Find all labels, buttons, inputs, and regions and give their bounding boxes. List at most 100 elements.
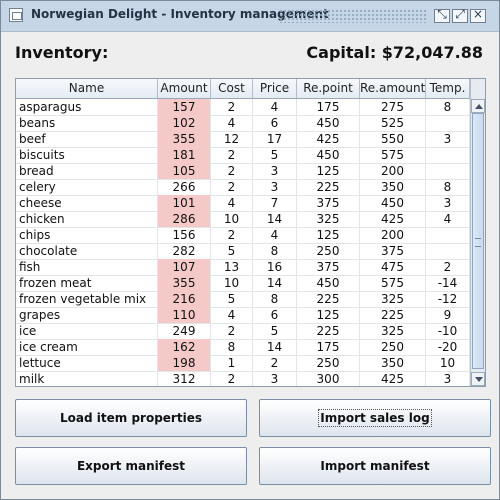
cell-reamount[interactable]: 425 — [360, 211, 426, 227]
cell-name[interactable]: asparagus — [16, 99, 158, 115]
cell-amount[interactable]: 355 — [158, 131, 211, 147]
table-row[interactable]: grapes 110 4 6 125 225 9 — [16, 307, 470, 324]
cell-price[interactable]: 16 — [253, 259, 297, 275]
cell-repoint[interactable]: 225 — [297, 291, 360, 307]
cell-reamount[interactable]: 325 — [360, 323, 426, 339]
cell-price[interactable]: 2 — [253, 355, 297, 371]
table-row[interactable]: lettuce 198 1 2 250 350 10 — [16, 355, 470, 372]
column-header-reamount[interactable]: Re.amount — [360, 79, 426, 98]
scroll-down-arrow-icon[interactable] — [471, 372, 485, 386]
inventory-table[interactable]: Name Amount Cost Price Re.point Re.amoun… — [15, 78, 486, 387]
cell-reamount[interactable]: 275 — [360, 99, 426, 115]
cell-name[interactable]: cheese — [16, 195, 158, 211]
cell-cost[interactable]: 4 — [211, 307, 253, 323]
cell-cost[interactable]: 2 — [211, 227, 253, 243]
cell-name[interactable]: biscuits — [16, 147, 158, 163]
cell-temp[interactable]: 10 — [426, 355, 470, 371]
cell-reamount[interactable]: 350 — [360, 179, 426, 195]
table-row[interactable]: milk 312 2 3 300 425 3 — [16, 371, 470, 386]
column-header-price[interactable]: Price — [253, 79, 297, 98]
cell-repoint[interactable]: 325 — [297, 211, 360, 227]
cell-amount[interactable]: 101 — [158, 195, 211, 211]
cell-temp[interactable] — [426, 163, 470, 179]
cell-cost[interactable]: 10 — [211, 211, 253, 227]
cell-amount[interactable]: 107 — [158, 259, 211, 275]
cell-repoint[interactable]: 125 — [297, 163, 360, 179]
cell-reamount[interactable]: 450 — [360, 195, 426, 211]
cell-temp[interactable]: 8 — [426, 99, 470, 115]
cell-amount[interactable]: 198 — [158, 355, 211, 371]
cell-cost[interactable]: 2 — [211, 179, 253, 195]
cell-reamount[interactable]: 475 — [360, 259, 426, 275]
cell-temp[interactable]: -12 — [426, 291, 470, 307]
cell-reamount[interactable]: 250 — [360, 339, 426, 355]
cell-reamount[interactable]: 200 — [360, 163, 426, 179]
vertical-scrollbar[interactable] — [470, 79, 485, 386]
cell-price[interactable]: 3 — [253, 163, 297, 179]
import-manifest-button[interactable]: Import manifest — [259, 447, 491, 485]
cell-name[interactable]: fish — [16, 259, 158, 275]
minimize-button[interactable]: ⤡ — [434, 7, 450, 23]
cell-temp[interactable]: -10 — [426, 323, 470, 339]
cell-repoint[interactable]: 250 — [297, 355, 360, 371]
cell-temp[interactable]: 4 — [426, 211, 470, 227]
cell-name[interactable]: chicken — [16, 211, 158, 227]
scrollbar-thumb[interactable] — [472, 113, 484, 369]
cell-amount[interactable]: 102 — [158, 115, 211, 131]
cell-temp[interactable]: 9 — [426, 307, 470, 323]
title-bar-grip[interactable] — [279, 9, 427, 23]
cell-name[interactable]: frozen vegetable mix — [16, 291, 158, 307]
cell-price[interactable]: 8 — [253, 243, 297, 259]
cell-repoint[interactable]: 450 — [297, 115, 360, 131]
column-header-amount[interactable]: Amount — [158, 79, 211, 98]
cell-price[interactable]: 8 — [253, 291, 297, 307]
cell-price[interactable]: 6 — [253, 307, 297, 323]
cell-amount[interactable]: 110 — [158, 307, 211, 323]
cell-price[interactable]: 5 — [253, 147, 297, 163]
cell-amount[interactable]: 105 — [158, 163, 211, 179]
cell-reamount[interactable]: 200 — [360, 227, 426, 243]
cell-cost[interactable]: 2 — [211, 323, 253, 339]
cell-repoint[interactable]: 425 — [297, 131, 360, 147]
cell-price[interactable]: 5 — [253, 323, 297, 339]
cell-cost[interactable]: 2 — [211, 99, 253, 115]
cell-repoint[interactable]: 300 — [297, 371, 360, 386]
table-row[interactable]: chicken 286 10 14 325 425 4 — [16, 211, 470, 228]
cell-temp[interactable] — [426, 147, 470, 163]
table-row[interactable]: chocolate 282 5 8 250 375 — [16, 243, 470, 260]
cell-amount[interactable]: 162 — [158, 339, 211, 355]
cell-repoint[interactable]: 375 — [297, 259, 360, 275]
cell-temp[interactable]: -20 — [426, 339, 470, 355]
cell-cost[interactable]: 4 — [211, 115, 253, 131]
cell-cost[interactable]: 2 — [211, 147, 253, 163]
table-row[interactable]: fish 107 13 16 375 475 2 — [16, 259, 470, 276]
cell-temp[interactable]: -14 — [426, 275, 470, 291]
cell-name[interactable]: grapes — [16, 307, 158, 323]
cell-repoint[interactable]: 125 — [297, 227, 360, 243]
cell-repoint[interactable]: 375 — [297, 195, 360, 211]
cell-cost[interactable]: 5 — [211, 243, 253, 259]
cell-name[interactable]: lettuce — [16, 355, 158, 371]
cell-price[interactable]: 6 — [253, 115, 297, 131]
cell-price[interactable]: 4 — [253, 227, 297, 243]
cell-amount[interactable]: 181 — [158, 147, 211, 163]
table-row[interactable]: frozen meat 355 10 14 450 575 -14 — [16, 275, 470, 292]
cell-reamount[interactable]: 375 — [360, 243, 426, 259]
cell-cost[interactable]: 2 — [211, 371, 253, 386]
cell-temp[interactable] — [426, 115, 470, 131]
cell-repoint[interactable]: 225 — [297, 179, 360, 195]
cell-temp[interactable]: 3 — [426, 371, 470, 386]
cell-cost[interactable]: 13 — [211, 259, 253, 275]
cell-price[interactable]: 3 — [253, 371, 297, 386]
cell-temp[interactable]: 8 — [426, 179, 470, 195]
cell-price[interactable]: 3 — [253, 179, 297, 195]
cell-name[interactable]: chips — [16, 227, 158, 243]
cell-amount[interactable]: 216 — [158, 291, 211, 307]
table-row[interactable]: frozen vegetable mix 216 5 8 225 325 -12 — [16, 291, 470, 308]
cell-cost[interactable]: 1 — [211, 355, 253, 371]
table-row[interactable]: ice 249 2 5 225 325 -10 — [16, 323, 470, 340]
cell-cost[interactable]: 12 — [211, 131, 253, 147]
cell-price[interactable]: 4 — [253, 99, 297, 115]
cell-name[interactable]: celery — [16, 179, 158, 195]
cell-amount[interactable]: 286 — [158, 211, 211, 227]
